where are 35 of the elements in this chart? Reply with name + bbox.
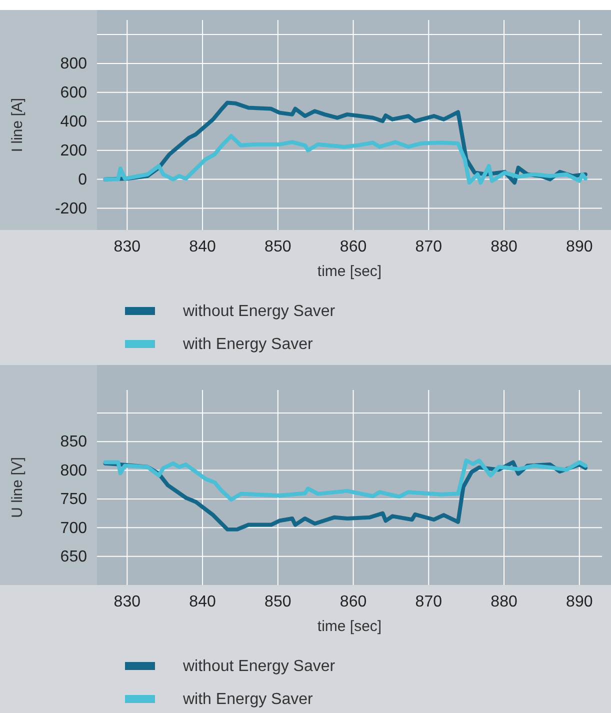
y-tick-label: 800 [60, 462, 88, 480]
y-tick-label: 600 [60, 84, 88, 102]
x-tick-label: 890 [566, 593, 593, 610]
x-tick-label: 850 [264, 238, 292, 256]
x-tick-label: 890 [566, 238, 593, 256]
x-tick-label: 850 [264, 593, 292, 610]
y-tick-label: 400 [60, 114, 88, 130]
y-tick-label: -200 [54, 200, 88, 218]
x-tick-label: 840 [189, 593, 216, 610]
x-tick-label: 830 [114, 238, 141, 256]
y-tick-label: 750 [60, 491, 88, 508]
x-tick-label: 830 [114, 593, 141, 610]
line-series [103, 458, 588, 502]
x-tick-label: 880 [490, 238, 518, 256]
x-axis-title: time [sec] [317, 618, 382, 635]
legend-label: with Energy Saver [182, 691, 314, 708]
x-tick-label: 840 [189, 238, 216, 256]
y-axis-title: U line [V] [9, 457, 26, 518]
y-tick-label: 850 [60, 434, 88, 451]
legend-label: without Energy Saver [182, 658, 336, 675]
x-axis-title: time [sec] [317, 263, 382, 280]
legend-label: without Energy Saver [182, 303, 336, 320]
x-tick-label: 870 [415, 238, 442, 256]
y-tick-label: 700 [60, 520, 88, 537]
y-tick-label: 200 [60, 142, 88, 160]
y-tick-label: 0 [78, 171, 88, 188]
x-tick-label: 880 [490, 593, 518, 610]
y-tick-label: 800 [60, 56, 88, 73]
y-axis-title: I line [A] [9, 98, 26, 152]
x-tick-label: 870 [415, 593, 442, 610]
x-tick-label: 860 [340, 593, 367, 610]
legend-label: with Energy Saver [182, 336, 314, 353]
y-tick-label: 650 [60, 548, 88, 566]
line-series [103, 134, 588, 185]
x-tick-label: 860 [340, 238, 367, 256]
